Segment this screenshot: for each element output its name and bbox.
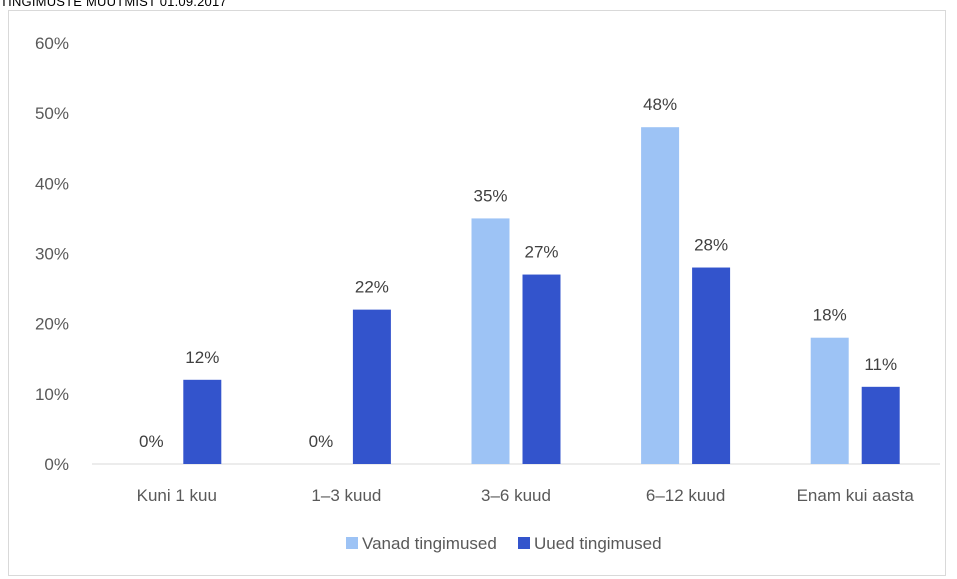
data-label: 28% — [694, 236, 728, 255]
data-label: 0% — [139, 432, 164, 451]
bar-uued — [183, 379, 222, 464]
data-label: 22% — [355, 278, 389, 297]
data-label: 48% — [643, 95, 677, 114]
legend-swatch — [346, 537, 358, 549]
x-category-label: Enam kui aasta — [797, 486, 915, 505]
bar-uued — [861, 386, 900, 464]
y-tick-label: 50% — [35, 104, 69, 123]
y-tick-label: 0% — [44, 455, 69, 474]
chart-title: TINGIMUSTE MUUTMIST 01.09.2017 — [0, 0, 227, 9]
bar-vanad — [471, 218, 510, 464]
y-tick-label: 20% — [35, 315, 69, 334]
legend-label: Vanad tingimused — [362, 534, 497, 553]
chart-frame — [8, 10, 946, 576]
bar-uued — [692, 267, 731, 464]
data-label: 27% — [524, 243, 558, 262]
data-label: 0% — [309, 432, 334, 451]
legend-label: Uued tingimused — [534, 534, 662, 553]
data-label: 11% — [864, 355, 897, 374]
bar-vanad — [641, 127, 680, 464]
data-label: 12% — [185, 348, 219, 367]
data-label: 35% — [473, 186, 507, 205]
bar-uued — [522, 274, 561, 464]
y-tick-label: 30% — [35, 245, 69, 264]
y-tick-label: 60% — [35, 34, 69, 53]
x-category-label: 3–6 kuud — [481, 486, 551, 505]
x-category-label: Kuni 1 kuu — [137, 486, 217, 505]
x-category-label: 6–12 kuud — [646, 486, 725, 505]
legend-swatch — [518, 537, 530, 549]
x-category-label: 1–3 kuud — [311, 486, 381, 505]
data-label: 18% — [813, 306, 847, 325]
bar-uued — [352, 309, 391, 464]
y-tick-label: 10% — [35, 385, 69, 404]
y-tick-label: 40% — [35, 174, 69, 193]
bar-vanad — [810, 337, 849, 464]
